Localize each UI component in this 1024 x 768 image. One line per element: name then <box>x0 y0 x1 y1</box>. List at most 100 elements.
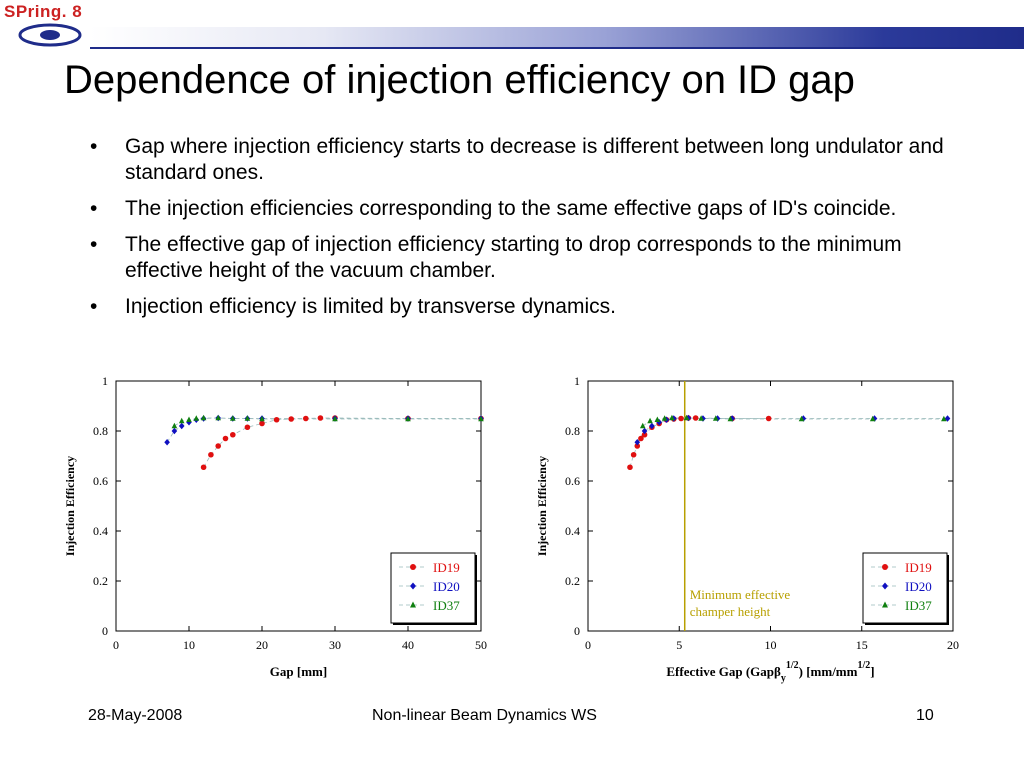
legend-label: ID20 <box>433 579 460 594</box>
data-point <box>186 416 192 423</box>
data-point <box>941 415 947 422</box>
legend-label: ID37 <box>905 598 932 613</box>
data-point <box>171 422 178 429</box>
plot-frame <box>115 380 482 632</box>
data-point <box>882 601 888 608</box>
y-tick-label: 1 <box>574 374 580 388</box>
x-axis-label: Gap [mm] <box>270 664 327 679</box>
data-point <box>273 416 280 423</box>
data-point <box>230 415 236 421</box>
data-point <box>178 417 185 424</box>
legend-label: ID20 <box>905 579 932 594</box>
y-tick-label: 0.2 <box>93 574 108 588</box>
y-tick-label: 0.8 <box>565 424 580 438</box>
y-tick-label: 0.6 <box>93 474 108 488</box>
header-gradient-bar <box>90 27 1024 47</box>
bullet-symbol: • <box>90 135 98 158</box>
data-point <box>700 415 706 422</box>
y-tick-label: 1 <box>102 374 108 388</box>
bullet-item: • The injection efficiencies correspondin… <box>90 196 950 222</box>
x-tick-label: 15 <box>856 638 868 652</box>
y-tick-label: 0.4 <box>565 524 580 538</box>
y-tick-label: 0.2 <box>565 574 580 588</box>
x-tick-label: 20 <box>256 638 268 652</box>
data-point <box>193 415 200 421</box>
bullet-text: The injection efficiencies corresponding… <box>125 197 897 220</box>
data-point <box>200 464 207 471</box>
x-tick-label: 0 <box>585 638 591 652</box>
data-point <box>222 435 229 442</box>
data-point <box>765 415 772 422</box>
y-tick-label: 0.6 <box>565 474 580 488</box>
data-point <box>692 415 699 421</box>
x-tick-label: 40 <box>402 638 414 652</box>
y-axis-label: Injection Efficiency <box>63 456 77 556</box>
data-point <box>259 420 265 427</box>
data-point <box>712 415 719 421</box>
legend-box <box>862 552 948 624</box>
data-point <box>208 451 214 458</box>
bullet-symbol: • <box>90 197 98 220</box>
data-point <box>627 464 633 471</box>
x-axis-label: Effective Gap (Gapβy1/2) [mm/mm1/2] <box>666 660 874 684</box>
data-point <box>634 443 641 449</box>
legend-box <box>390 552 476 624</box>
x-tick-label: 0 <box>113 638 119 652</box>
x-tick-label: 50 <box>475 638 487 652</box>
footer-event: Non-linear Beam Dynamics WS <box>372 707 597 724</box>
data-point <box>288 416 294 422</box>
x-axis-label-sup: 1/2 <box>857 660 870 671</box>
logo-ring-icon <box>18 23 82 47</box>
data-point <box>882 582 888 590</box>
x-axis-label-part: ) [mm/mm <box>799 664 858 679</box>
data-point <box>332 415 338 422</box>
x-axis-label-part: Effective Gap (Gapβ <box>666 664 781 679</box>
y-axis-label: Injection Efficiency <box>535 456 549 556</box>
data-point <box>630 451 637 458</box>
threshold-label: champer height <box>690 604 771 619</box>
y-tick-label: 0.4 <box>93 524 108 538</box>
slide-title: Dependence of injection efficiency on ID… <box>64 58 855 102</box>
x-tick-label: 10 <box>765 638 777 652</box>
data-point <box>638 435 644 442</box>
data-point <box>639 422 646 429</box>
x-tick-label: 5 <box>676 638 682 652</box>
data-point <box>410 582 416 590</box>
legend-label: ID19 <box>433 560 460 575</box>
data-point <box>478 415 484 422</box>
x-tick-label: 10 <box>183 638 195 652</box>
data-point <box>303 415 309 422</box>
x-axis-label-part: ] <box>870 664 874 679</box>
footer-date: 28-May-2008 <box>88 707 183 724</box>
spring8-logo: SPring. 8 <box>2 0 90 52</box>
data-point <box>244 415 251 421</box>
x-axis-label-sub: y <box>781 673 786 684</box>
data-point <box>798 415 805 422</box>
data-point <box>654 416 661 423</box>
data-point <box>317 415 324 421</box>
bullet-text: Injection efficiency is limited by trans… <box>125 295 616 318</box>
logo-text: SPring. 8 <box>4 2 83 21</box>
data-point <box>661 415 668 421</box>
series-line <box>203 417 481 468</box>
data-point <box>405 415 411 422</box>
data-point <box>641 431 648 438</box>
x-axis-label-sup: 1/2 <box>786 660 799 671</box>
data-point <box>641 427 648 435</box>
data-point <box>634 438 641 446</box>
data-point <box>171 427 178 435</box>
header-divider <box>90 47 1024 49</box>
y-tick-label: 0 <box>102 624 108 638</box>
y-tick-label: 0 <box>574 624 580 638</box>
gap-efficiency-chart: 0 10 20 30 40 50 0 0.2 0.4 0.6 0.8 1 Injection Effic… <box>63 374 487 679</box>
bullet-item: • Gap where injection efficiency starts t… <box>90 134 950 186</box>
threshold-label: Minimum effective <box>690 587 791 602</box>
footer-page-number: 10 <box>916 707 934 724</box>
x-tick-label: 20 <box>947 638 959 652</box>
y-tick-label: 0.8 <box>93 424 108 438</box>
bullet-symbol: • <box>90 295 98 318</box>
series-line <box>166 417 481 443</box>
data-point <box>656 418 662 426</box>
series-line <box>636 417 948 443</box>
data-point <box>230 431 236 438</box>
